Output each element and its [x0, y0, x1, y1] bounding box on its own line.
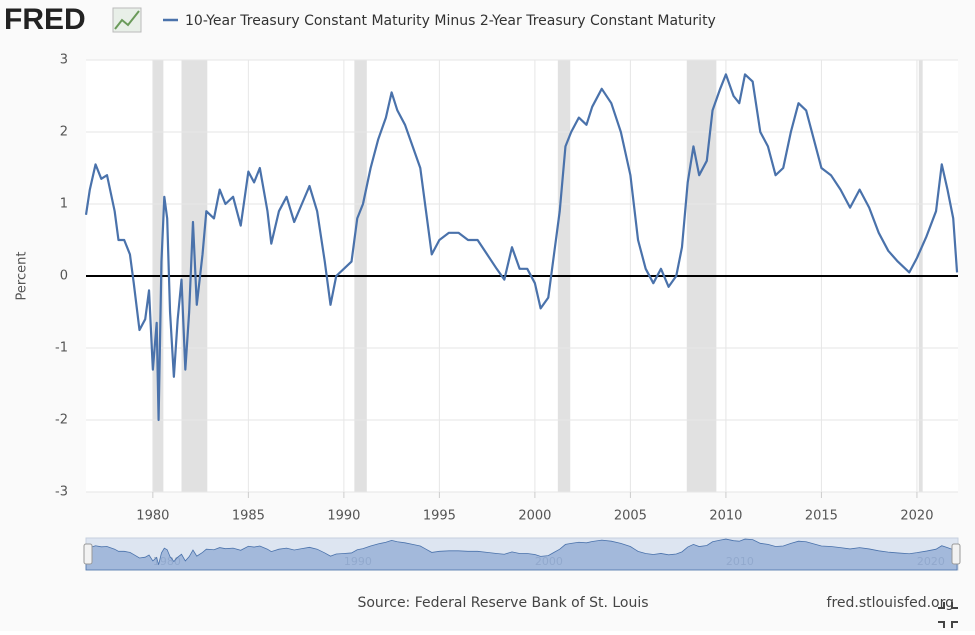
legend-label: 10-Year Treasury Constant Maturity Minus…: [185, 13, 716, 29]
navigator-handle[interactable]: [83, 543, 93, 565]
credit: fred.stlouisfed.org: [827, 595, 954, 611]
x-tick-label: 2005: [614, 509, 647, 524]
series-line: [84, 73, 959, 422]
x-tick-label: 1990: [327, 509, 360, 524]
y-tick-label: -1: [55, 341, 68, 356]
source: Source: Federal Reserve Bank of St. Loui…: [357, 595, 648, 611]
x-tick-label: 1995: [423, 509, 456, 524]
x-tick-label: 2020: [900, 509, 933, 524]
y-tick-label: 1: [60, 197, 68, 212]
x-tick-label: 2015: [805, 509, 838, 524]
y-tick-label: 0: [60, 269, 68, 284]
x-tick-label: 2000: [518, 509, 551, 524]
x-tick-label: 1980: [136, 509, 169, 524]
y-tick-label: 3: [60, 53, 68, 68]
navigator-area: [85, 538, 958, 571]
logo: FRED: [4, 3, 86, 36]
y-tick-label: -3: [55, 485, 68, 500]
fullscreen-icon[interactable]: [938, 602, 958, 628]
y-tick-label: -2: [55, 413, 68, 428]
logo-icon: [112, 7, 142, 33]
y-axis-label: Percent: [15, 252, 30, 301]
x-tick-label: 1985: [232, 509, 265, 524]
navigator-handle[interactable]: [951, 543, 961, 565]
y-tick-label: 2: [60, 125, 68, 140]
x-tick-label: 2010: [709, 509, 742, 524]
